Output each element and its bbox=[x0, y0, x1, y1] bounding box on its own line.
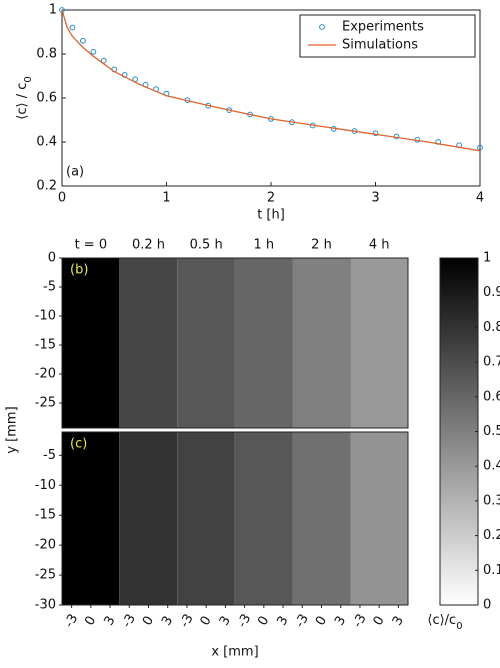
colorbar-tick-label: 0.2 bbox=[483, 528, 500, 543]
data-point bbox=[80, 37, 86, 44]
column-title: t = 0 bbox=[75, 238, 108, 253]
legend-box bbox=[299, 14, 476, 58]
colorbar-label-sub: 0 bbox=[456, 621, 462, 632]
data-point bbox=[90, 48, 97, 55]
y-axis-label-sub: 0 bbox=[23, 76, 34, 82]
x-tick-label: -3 bbox=[177, 612, 196, 631]
image-panel bbox=[177, 257, 236, 429]
image-panel bbox=[177, 431, 236, 606]
axes-box bbox=[61, 431, 409, 606]
image-panel bbox=[61, 257, 120, 429]
colorbar-tick-label: 0.3 bbox=[483, 493, 500, 508]
data-point bbox=[59, 7, 65, 13]
x-axis-label: x [mm] bbox=[211, 645, 258, 660]
x-tick-label: 3 bbox=[390, 614, 407, 629]
x-tick-label: 2 bbox=[267, 191, 275, 206]
column-title: 4 h bbox=[369, 238, 390, 253]
legend-label: Experiments bbox=[342, 20, 424, 35]
x-tick-label: 0 bbox=[82, 614, 99, 629]
image-panel bbox=[119, 257, 178, 429]
x-axis-label: t [h] bbox=[257, 208, 285, 223]
x-tick-label: 0 bbox=[255, 614, 272, 629]
colorbar-tick-label: 0.9 bbox=[483, 285, 500, 300]
image-panel bbox=[61, 431, 120, 606]
x-tick-label: 3 bbox=[332, 614, 349, 629]
panel-label: (a) bbox=[66, 165, 84, 180]
image-panel bbox=[119, 431, 178, 606]
data-point bbox=[477, 144, 483, 151]
y-tick-label: -15 bbox=[35, 508, 56, 523]
image-panel bbox=[350, 431, 409, 606]
y-tick-label: -25 bbox=[35, 568, 56, 583]
y-tick-label: -15 bbox=[35, 338, 56, 353]
data-line bbox=[61, 9, 481, 152]
column-title: 0.5 h bbox=[190, 238, 223, 253]
y-tick-label: -10 bbox=[35, 478, 56, 493]
colorbar-tick-label: 0.7 bbox=[483, 355, 500, 370]
image-panel bbox=[292, 431, 351, 606]
colorbar bbox=[439, 257, 479, 606]
colorbar-tick-label: 0.5 bbox=[483, 424, 500, 439]
legend-marker bbox=[319, 24, 325, 30]
y-tick-label: 0.4 bbox=[36, 135, 57, 150]
panel-label: (b) bbox=[70, 263, 88, 278]
x-tick-label: 3 bbox=[371, 191, 379, 206]
x-tick-label: -3 bbox=[235, 612, 254, 631]
y-tick-label: -10 bbox=[35, 309, 56, 324]
column-title: 2 h bbox=[311, 238, 332, 253]
axes-box bbox=[61, 257, 409, 429]
colorbar-tick-label: 0 bbox=[483, 598, 491, 613]
x-tick-label: 4 bbox=[476, 191, 484, 206]
y-tick-label: 0 bbox=[48, 251, 56, 266]
colorbar-tick-label: 0.4 bbox=[483, 459, 500, 474]
column-title: 0.2 h bbox=[132, 238, 165, 253]
y-axis-label: y [mm] bbox=[5, 406, 20, 453]
colorbar-tick-label: 1 bbox=[483, 251, 491, 266]
y-tick-label: 0.6 bbox=[36, 91, 57, 106]
x-tick-label: 3 bbox=[101, 614, 118, 629]
y-tick-label: -30 bbox=[35, 598, 56, 613]
x-tick-label: 3 bbox=[217, 614, 234, 629]
x-tick-label: -3 bbox=[62, 612, 81, 631]
x-tick-label: 3 bbox=[159, 614, 176, 629]
y-tick-label: -20 bbox=[35, 367, 56, 382]
y-tick-label: -5 bbox=[43, 280, 56, 295]
x-tick-label: -3 bbox=[293, 612, 312, 631]
x-tick-label: 0 bbox=[58, 191, 66, 206]
data-point bbox=[100, 57, 107, 64]
image-panel bbox=[350, 257, 409, 429]
image-panel bbox=[234, 257, 293, 429]
column-title: 1 h bbox=[254, 238, 275, 253]
y-axis-label-main: ⟨c⟩ / c bbox=[15, 83, 30, 120]
legend-label: Simulations bbox=[342, 38, 418, 53]
y-tick-label: 0.2 bbox=[36, 179, 57, 194]
colorbar-label-main: ⟨c⟩/c bbox=[427, 613, 456, 628]
panel-label: (c) bbox=[70, 437, 87, 452]
y-tick-label: -20 bbox=[35, 538, 56, 553]
colorbar-tick-label: 0.8 bbox=[483, 320, 500, 335]
axes-box bbox=[61, 9, 481, 187]
image-panel bbox=[234, 431, 293, 606]
y-axis-label: ⟨c⟩ / c0 bbox=[15, 76, 34, 119]
x-tick-label: 3 bbox=[274, 614, 291, 629]
y-tick-label: 1 bbox=[49, 3, 57, 18]
x-tick-label: 0 bbox=[313, 614, 330, 629]
y-tick-label: -25 bbox=[35, 396, 56, 411]
x-tick-label: -3 bbox=[120, 612, 139, 631]
colorbar-label: ⟨c⟩/c0 bbox=[427, 613, 462, 632]
data-point bbox=[69, 24, 76, 31]
y-tick-label: 0.8 bbox=[36, 47, 57, 62]
x-tick-label: 0 bbox=[198, 614, 215, 629]
colorbar-tick-label: 0.6 bbox=[483, 389, 500, 404]
x-tick-label: -3 bbox=[350, 612, 369, 631]
x-tick-label: 0 bbox=[140, 614, 157, 629]
x-tick-label: 1 bbox=[162, 191, 170, 206]
image-panel bbox=[292, 257, 351, 429]
y-tick-label: -5 bbox=[43, 448, 56, 463]
x-tick-label: 0 bbox=[371, 614, 388, 629]
colorbar-tick-label: 0.1 bbox=[483, 563, 500, 578]
data-point bbox=[372, 130, 379, 137]
